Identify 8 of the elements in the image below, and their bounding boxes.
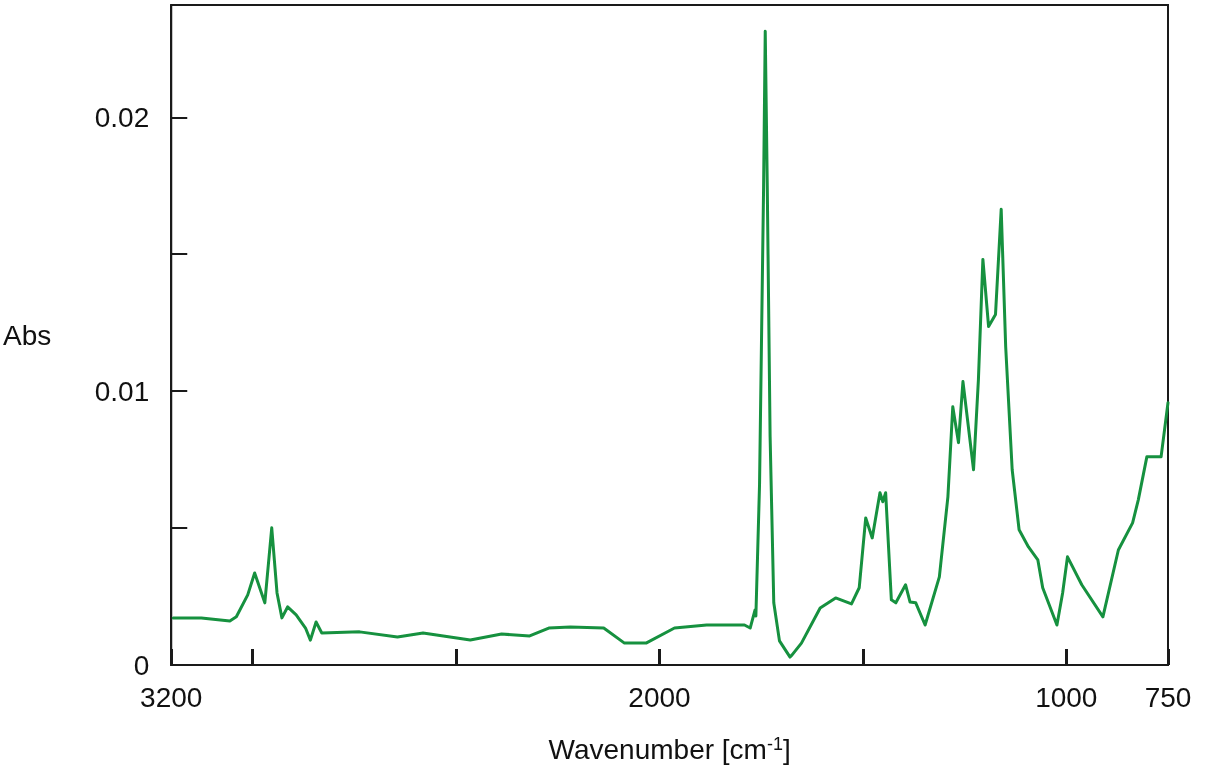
- y-tick-label: 0: [133, 649, 150, 681]
- x-tick-label: 750: [1144, 681, 1192, 713]
- y-tick-label: 0.01: [94, 375, 150, 407]
- x-tick-label: 1000: [1035, 681, 1098, 713]
- y-tick-label: 0.02: [94, 101, 150, 133]
- x-tick-label: 2000: [628, 681, 691, 713]
- x-tick-label: 3200: [140, 681, 203, 713]
- y-axis-title: Abs: [3, 319, 52, 351]
